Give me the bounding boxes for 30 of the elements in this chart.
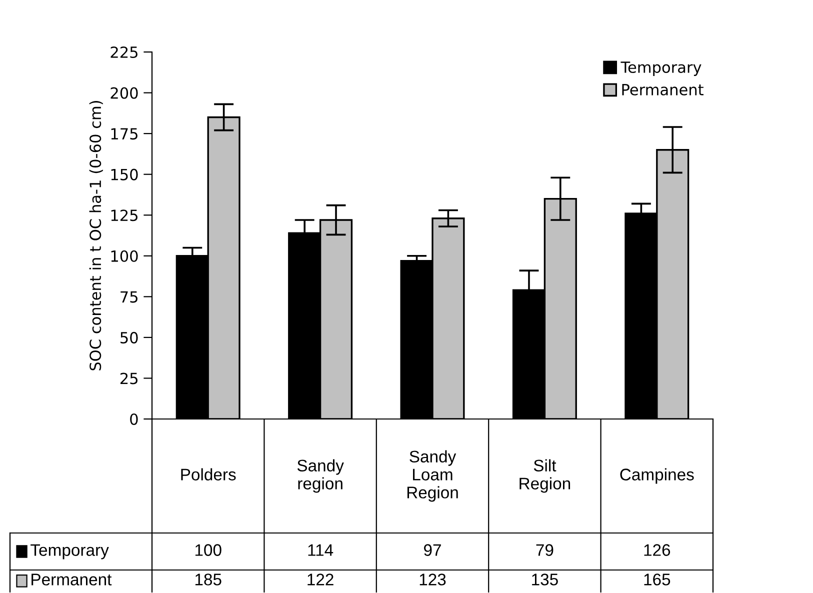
x-tick-label: Sandy Loam Region [407,450,458,502]
y-tick-label: 50 [120,332,138,344]
x-tick-label: Polders [181,468,236,480]
data-label: 114 [308,544,334,556]
y-tick-label: 175 [111,128,138,140]
text: Temporary [30,544,109,560]
x-tick-label: Campines [620,468,694,484]
x-tick-label: Silt Region [520,459,570,493]
legend-label: Permanent [622,84,704,96]
y-tick-label: 100 [111,250,138,262]
data-label: 79 [536,544,554,556]
legend-label: Temporary [620,62,702,76]
data-label: 97 [424,544,441,556]
text: Permanent [32,574,112,586]
y-tick-label: 225 [110,46,138,58]
y-axis-title: SOC content in t OC ha-1 (0-60 cm) [89,100,103,370]
y-tick-label: 200 [110,87,138,99]
y-tick-label: 0 [130,413,138,426]
data-label: 123 [420,574,446,586]
y-tick-label: 25 [120,372,138,384]
data-label: 126 [644,544,670,556]
data-label: 135 [532,574,558,586]
data-label: 165 [644,574,670,586]
data-label: 122 [308,574,334,586]
y-tick-label: 125 [111,210,138,222]
y-tick-label: 150 [111,168,138,180]
data-label: 100 [195,544,222,556]
y-tick-label: 75 [120,291,138,303]
x-tick-label: Sandy region [297,459,344,493]
data-label: 185 [195,574,222,586]
